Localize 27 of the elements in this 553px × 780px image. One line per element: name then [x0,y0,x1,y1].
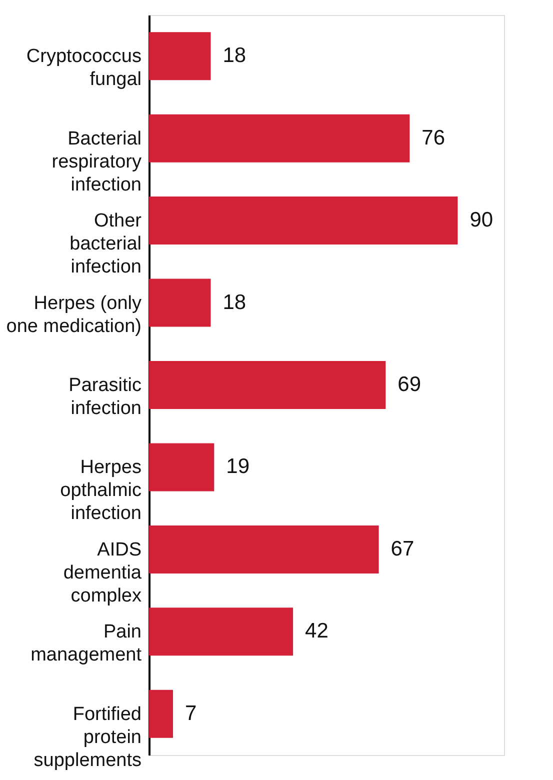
y-tick-label: Parasitic infection [68,375,142,419]
data-label: 90 [470,208,494,232]
data-label: 67 [390,537,414,560]
data-label: 42 [305,620,328,643]
y-tick-label: Herpes (only one medication) [6,292,142,337]
y-tick-label: Pain management [30,622,142,666]
data-label: 7 [185,702,197,725]
data-label: 76 [422,126,446,150]
data-label: 69 [398,373,422,396]
data-label: 18 [222,44,246,68]
y-tick-label: Fortified protein supplements [34,704,142,771]
data-label: 18 [222,290,246,314]
bar [149,525,379,574]
y-tick-label: Bacterial respiratory infection [52,128,142,196]
y-tick-label: Other bacterial infection [70,210,142,278]
bar [149,278,211,327]
bar [149,443,214,492]
bar [149,690,174,738]
bar [149,114,410,162]
y-tick-label: AIDS dementia complex [63,539,142,606]
bar [149,608,294,656]
y-tick-label: Cryptococcus fungal [26,46,142,90]
bar [149,196,458,245]
data-label: 19 [226,455,250,478]
y-tick-label: Herpes opthalmic infection [60,457,142,524]
bar [149,361,386,409]
bar [149,32,211,80]
